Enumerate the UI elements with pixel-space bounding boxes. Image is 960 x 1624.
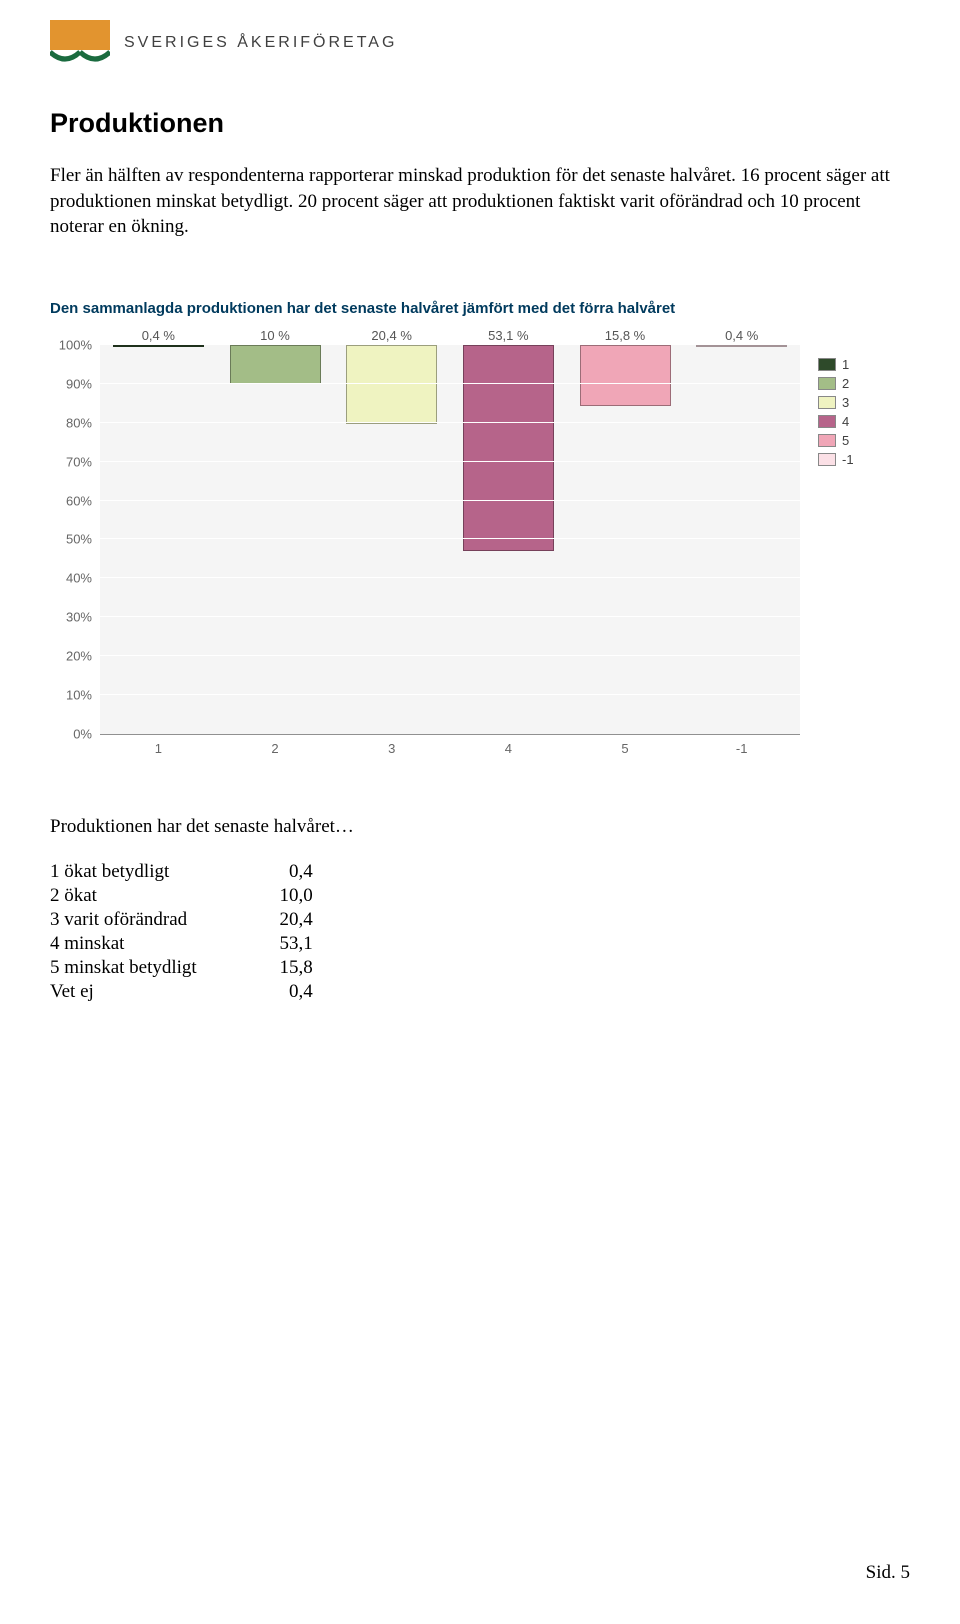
y-axis-label: 100%: [59, 337, 100, 352]
bar-value-label: 10 %: [260, 328, 290, 343]
table-cell-label: 1 ökat betydligt: [50, 860, 257, 884]
data-table: 1 ökat betydligt0,42 ökat10,03 varit ofö…: [50, 860, 313, 1004]
legend-item: 1: [818, 357, 854, 372]
gridline: [100, 422, 800, 423]
bar: [696, 345, 787, 347]
legend-label: 3: [842, 395, 849, 410]
bar-value-label: 53,1 %: [488, 328, 528, 343]
table-cell-value: 15,8: [257, 956, 313, 980]
y-axis-label: 30%: [66, 610, 100, 625]
table-cell-label: 2 ökat: [50, 884, 257, 908]
bar: [580, 345, 671, 406]
table-cell-value: 0,4: [257, 980, 313, 1004]
table-cell-value: 20,4: [257, 908, 313, 932]
table-row: 5 minskat betydligt15,8: [50, 956, 313, 980]
logo-arcs-icon: [50, 50, 110, 66]
gridline: [100, 461, 800, 462]
y-axis-label: 80%: [66, 415, 100, 430]
gridline: [100, 577, 800, 578]
table-heading: Produktionen har det senaste halvåret…: [50, 816, 910, 838]
logo-text: SVERIGES ÅKERIFÖRETAG: [124, 34, 397, 52]
y-axis-label: 50%: [66, 532, 100, 547]
x-axis-label: 3: [333, 741, 450, 756]
gridline: [100, 538, 800, 539]
gridline: [100, 694, 800, 695]
table-row: 4 minskat53,1: [50, 932, 313, 956]
logo-square: [50, 20, 110, 50]
x-axis-label: 5: [567, 741, 684, 756]
table-row: 3 varit oförändrad20,4: [50, 908, 313, 932]
legend-label: -1: [842, 452, 854, 467]
y-axis-label: 40%: [66, 571, 100, 586]
legend-item: 5: [818, 433, 854, 448]
gridline: [100, 655, 800, 656]
gridline: [100, 616, 800, 617]
table-row: Vet ej0,4: [50, 980, 313, 1004]
bar-value-label: 15,8 %: [605, 328, 645, 343]
table-row: 2 ökat10,0: [50, 884, 313, 908]
legend-swatch: [818, 396, 836, 409]
bar: [346, 345, 437, 424]
bar-slot: 15,8 %: [567, 345, 684, 734]
gridline: [100, 344, 800, 345]
bar-value-label: 0,4 %: [725, 328, 758, 343]
table-cell-value: 53,1: [257, 932, 313, 956]
y-axis-label: 20%: [66, 649, 100, 664]
section-title: Produktionen: [50, 108, 910, 139]
bar: [113, 345, 204, 347]
x-axis-label: -1: [683, 741, 800, 756]
bars-container: 0,4 %10 %20,4 %53,1 %15,8 %0,4 %: [100, 345, 800, 734]
legend-label: 2: [842, 376, 849, 391]
table-cell-value: 0,4: [257, 860, 313, 884]
gridline: [100, 500, 800, 501]
table-cell-label: 4 minskat: [50, 932, 257, 956]
legend-item: 2: [818, 376, 854, 391]
plot-area: 0,4 %10 %20,4 %53,1 %15,8 %0,4 % 0%10%20…: [100, 345, 800, 735]
bar-slot: 0,4 %: [683, 345, 800, 734]
legend-item: 3: [818, 395, 854, 410]
table-cell-label: 3 varit oförändrad: [50, 908, 257, 932]
x-axis-label: 1: [100, 741, 217, 756]
y-axis-label: 90%: [66, 376, 100, 391]
legend-label: 4: [842, 414, 849, 429]
chart-legend: 1 2 3 4 5 -1: [818, 357, 854, 467]
y-axis-label: 60%: [66, 493, 100, 508]
bar: [230, 345, 321, 384]
bar-slot: 20,4 %: [333, 345, 450, 734]
bar: [463, 345, 554, 552]
legend-label: 1: [842, 357, 849, 372]
legend-item: -1: [818, 452, 854, 467]
legend-item: 4: [818, 414, 854, 429]
chart-title: Den sammanlagda produktionen har det sen…: [50, 300, 910, 317]
table-cell-label: Vet ej: [50, 980, 257, 1004]
table-cell-value: 10,0: [257, 884, 313, 908]
bar-value-label: 20,4 %: [371, 328, 411, 343]
intro-paragraph: Fler än hälften av respondenterna rappor…: [50, 163, 910, 240]
logo: SVERIGES ÅKERIFÖRETAG: [50, 20, 910, 66]
legend-label: 5: [842, 433, 849, 448]
legend-swatch: [818, 453, 836, 466]
bar-slot: 10 %: [217, 345, 334, 734]
y-axis-label: 70%: [66, 454, 100, 469]
table-row: 1 ökat betydligt0,4: [50, 860, 313, 884]
chart: 0,4 %10 %20,4 %53,1 %15,8 %0,4 % 0%10%20…: [50, 345, 910, 756]
legend-swatch: [818, 434, 836, 447]
page-footer: Sid. 5: [866, 1562, 910, 1584]
y-axis-label: 0%: [73, 726, 100, 741]
legend-swatch: [818, 415, 836, 428]
bar-slot: 0,4 %: [100, 345, 217, 734]
logo-mark: [50, 20, 110, 66]
y-axis-label: 10%: [66, 688, 100, 703]
x-axis-label: 2: [217, 741, 334, 756]
legend-swatch: [818, 377, 836, 390]
chart-plot: 0,4 %10 %20,4 %53,1 %15,8 %0,4 % 0%10%20…: [50, 345, 800, 756]
x-axis-labels: 12345-1: [100, 741, 800, 756]
bar-slot: 53,1 %: [450, 345, 567, 734]
bar-value-label: 0,4 %: [142, 328, 175, 343]
gridline: [100, 383, 800, 384]
x-axis-label: 4: [450, 741, 567, 756]
legend-swatch: [818, 358, 836, 371]
table-cell-label: 5 minskat betydligt: [50, 956, 257, 980]
